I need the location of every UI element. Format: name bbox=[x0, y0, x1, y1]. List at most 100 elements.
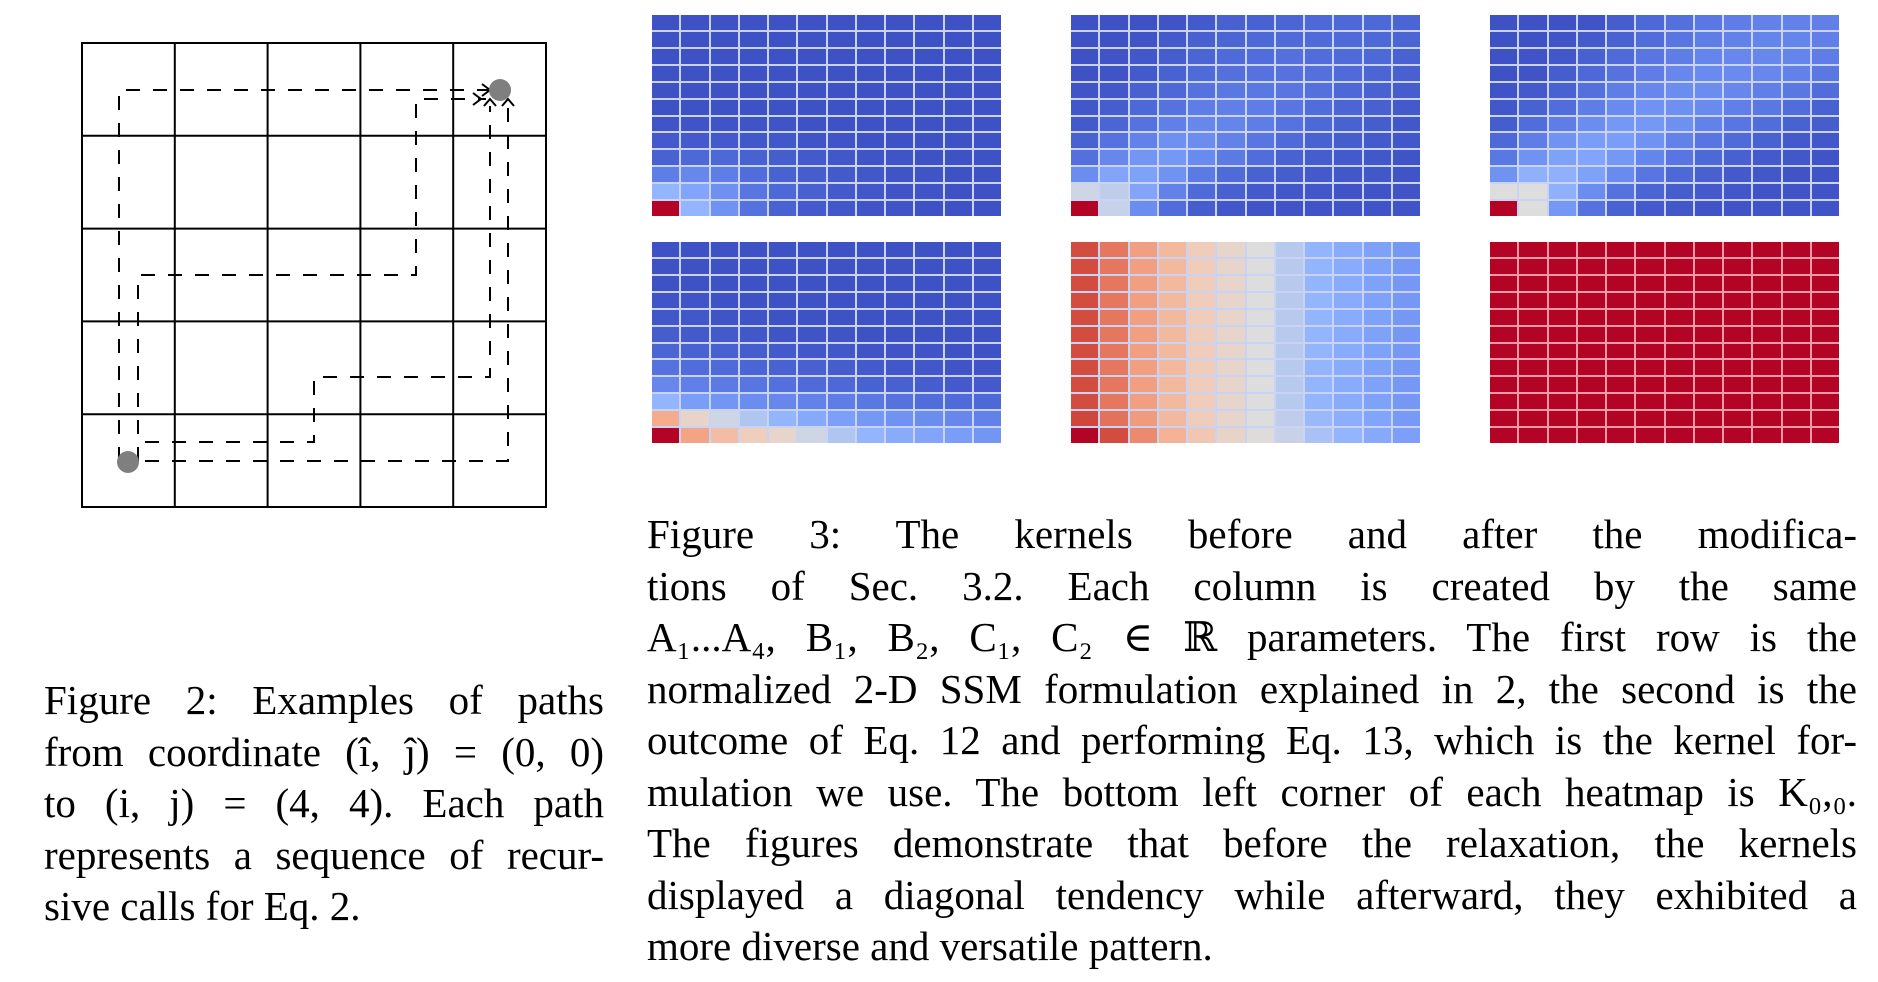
heatmap-cell bbox=[1392, 242, 1420, 257]
heatmap-cell bbox=[1694, 242, 1722, 257]
heatmap-cell bbox=[1811, 184, 1839, 200]
heatmap-cell bbox=[739, 326, 767, 342]
heatmap-cell bbox=[1724, 309, 1752, 325]
heatmap-cell bbox=[915, 394, 943, 410]
heatmap-cell bbox=[886, 360, 914, 376]
heatmap-cell bbox=[681, 184, 709, 200]
heatmap-cell bbox=[973, 99, 1001, 115]
heatmap-row1-col2 bbox=[1071, 15, 1420, 216]
end-node bbox=[489, 79, 511, 101]
heatmap-cell bbox=[798, 133, 826, 149]
heatmap-cell bbox=[1665, 394, 1693, 410]
heatmap-cell bbox=[1811, 15, 1839, 30]
heatmap-cell bbox=[1694, 150, 1722, 166]
heatmap-cell bbox=[681, 275, 709, 291]
heatmap-cell bbox=[1071, 258, 1099, 274]
heatmap-cell bbox=[1129, 167, 1157, 183]
caption-line: The figures demonstrate that before the … bbox=[647, 820, 1857, 866]
heatmap-cell bbox=[739, 133, 767, 149]
heatmap-cell bbox=[886, 167, 914, 183]
heatmap-cell bbox=[1217, 82, 1245, 98]
heatmap-cell bbox=[856, 150, 884, 166]
heatmap-cell bbox=[1636, 394, 1664, 410]
heatmap-cell bbox=[1665, 150, 1693, 166]
heatmap-cell bbox=[856, 343, 884, 359]
heatmap-cell bbox=[1753, 242, 1781, 257]
heatmap-cell bbox=[886, 201, 914, 216]
heatmap-cell bbox=[798, 309, 826, 325]
heatmap-cell bbox=[739, 184, 767, 200]
heatmap-cell bbox=[1334, 275, 1362, 291]
heatmap-cell bbox=[681, 150, 709, 166]
heatmap-cell bbox=[1305, 411, 1333, 427]
heatmap-cell bbox=[739, 292, 767, 308]
heatmap-cell bbox=[1275, 201, 1303, 216]
heatmap-cell bbox=[681, 31, 709, 47]
heatmap-cell bbox=[1548, 184, 1576, 200]
heatmap-cell bbox=[1071, 31, 1099, 47]
heatmap-cell bbox=[1548, 377, 1576, 393]
heatmap-cell bbox=[1246, 394, 1274, 410]
heatmap-cell bbox=[944, 326, 972, 342]
heatmap-cell bbox=[739, 167, 767, 183]
heatmap-cell bbox=[1694, 360, 1722, 376]
heatmap-cell bbox=[710, 411, 738, 427]
grid-lines bbox=[81, 42, 547, 508]
heatmap-cell bbox=[1636, 343, 1664, 359]
heatmap-cell bbox=[827, 167, 855, 183]
heatmap-cell bbox=[1100, 31, 1128, 47]
heatmap-cell bbox=[1607, 343, 1635, 359]
heatmap-cell bbox=[710, 15, 738, 30]
heatmap-cell bbox=[739, 99, 767, 115]
heatmap-cell bbox=[1275, 167, 1303, 183]
heatmap-cell bbox=[739, 394, 767, 410]
heatmap-cell bbox=[710, 275, 738, 291]
heatmap-cell bbox=[798, 82, 826, 98]
heatmap-cell bbox=[944, 15, 972, 30]
heatmap-cell bbox=[1129, 411, 1157, 427]
heatmap-cell bbox=[1363, 184, 1391, 200]
heatmap-cell bbox=[856, 15, 884, 30]
heatmap-cell bbox=[1158, 48, 1186, 64]
heatmap-cell bbox=[1246, 116, 1274, 132]
heatmap-cell bbox=[1129, 48, 1157, 64]
heatmap-cell bbox=[1392, 428, 1420, 443]
dashed-paths bbox=[118, 89, 509, 462]
heatmap-cell bbox=[1753, 377, 1781, 393]
heatmap-cell bbox=[1158, 275, 1186, 291]
heatmap-cell bbox=[1636, 201, 1664, 216]
heatmap-cell bbox=[710, 167, 738, 183]
heatmap-cell bbox=[1665, 133, 1693, 149]
heatmap-cell bbox=[1548, 48, 1576, 64]
heatmap-cell bbox=[1724, 394, 1752, 410]
heatmap-cell bbox=[1305, 116, 1333, 132]
heatmap-cell bbox=[1071, 326, 1099, 342]
heatmap-cell bbox=[710, 99, 738, 115]
heatmap-cell bbox=[1363, 343, 1391, 359]
heatmap-cell bbox=[1392, 65, 1420, 81]
heatmap-cell bbox=[1100, 242, 1128, 257]
heatmap-cell bbox=[1577, 411, 1605, 427]
heatmap-cell bbox=[1392, 258, 1420, 274]
heatmap-cell bbox=[973, 31, 1001, 47]
heatmap-cell bbox=[856, 184, 884, 200]
heatmap-cell bbox=[1392, 150, 1420, 166]
heatmap-cell bbox=[1548, 150, 1576, 166]
heatmap-cell bbox=[1753, 292, 1781, 308]
heatmap-cell bbox=[1217, 377, 1245, 393]
heatmap-cell bbox=[1490, 31, 1518, 47]
heatmap-cell bbox=[1636, 377, 1664, 393]
heatmap-cell bbox=[1188, 428, 1216, 443]
heatmap-cell bbox=[681, 411, 709, 427]
heatmap-cell bbox=[1490, 15, 1518, 30]
heatmap-cell bbox=[1188, 242, 1216, 257]
heatmap-cell bbox=[1392, 167, 1420, 183]
heatmap-cell bbox=[1188, 275, 1216, 291]
heatmap-cell bbox=[1188, 394, 1216, 410]
heatmap-cell bbox=[1724, 428, 1752, 443]
heatmap-cell bbox=[827, 428, 855, 443]
heatmap-cell bbox=[1100, 150, 1128, 166]
heatmap-cell bbox=[1334, 31, 1362, 47]
heatmap-cell bbox=[1275, 292, 1303, 308]
heatmap-cell bbox=[1217, 65, 1245, 81]
